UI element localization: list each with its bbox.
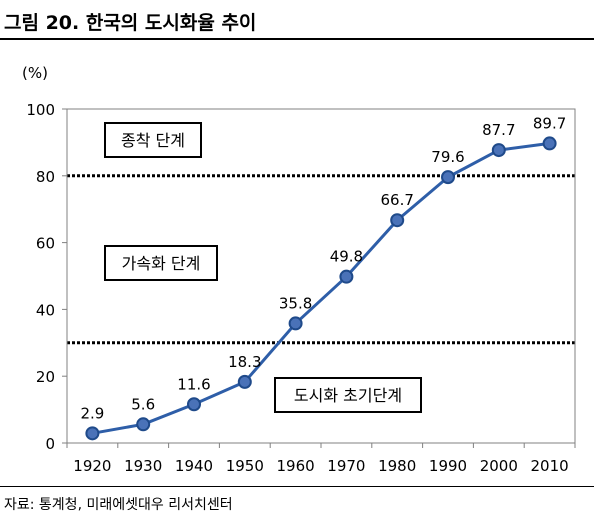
title-divider (0, 38, 594, 40)
data-point (288, 316, 303, 331)
x-tick-label: 1970 (327, 457, 365, 475)
y-tick-label: 40 (36, 301, 55, 319)
y-tick-label: 0 (45, 435, 55, 453)
x-tick-label: 1950 (226, 457, 264, 475)
data-label: 66.7 (380, 191, 413, 209)
urbanization-line-chart: (%) 0 20 40 60 80 100 1920 1930 1940 1950 1960 197… (22, 64, 576, 475)
x-tick-label: 1940 (175, 457, 213, 475)
data-label: 49.8 (330, 248, 363, 266)
x-tick-label: 2000 (480, 457, 518, 475)
data-label: 5.6 (131, 395, 155, 413)
data-point (491, 143, 506, 158)
data-point (237, 374, 252, 389)
x-tick-label: 1980 (378, 457, 416, 475)
series-line (92, 141, 550, 435)
data-label: 35.8 (279, 294, 312, 312)
data-label: 2.9 (80, 404, 104, 422)
data-point (339, 269, 354, 284)
data-label: 18.3 (228, 353, 261, 371)
data-point (542, 136, 557, 151)
data-point (187, 397, 201, 412)
y-tick-label: 20 (36, 368, 55, 386)
stage-annotation-box: 도시화 초기단계 (274, 377, 422, 413)
title-bar: 그림 20. 한국의 도시화율 추이 (0, 0, 594, 40)
annotation-label: 종착 단계 (121, 131, 185, 150)
x-tick-label: 1990 (429, 457, 467, 475)
stage-annotation-box: 종착 단계 (104, 122, 202, 158)
plot-frame (66, 108, 576, 444)
x-tick-label: 1930 (124, 457, 162, 475)
chart-title: 그림 20. 한국의 도시화율 추이 (4, 12, 257, 34)
annotation-frame (104, 245, 218, 281)
x-tick-label: 1960 (277, 457, 315, 475)
data-label: 79.6 (431, 148, 464, 166)
data-point (136, 417, 151, 432)
annotation-frame (274, 377, 422, 413)
annotation-label: 도시화 초기단계 (294, 386, 402, 405)
data-point (85, 426, 100, 441)
annotation-frame (104, 122, 202, 158)
y-tick-label: 100 (26, 101, 55, 119)
source-note: 자료: 통계청, 미래에셋대우 리서치센터 (4, 497, 233, 513)
data-point (441, 170, 455, 185)
y-tick-label: 80 (36, 168, 55, 186)
x-tick-label: 1920 (73, 457, 111, 475)
stage-annotation-box: 가속화 단계 (104, 245, 218, 281)
data-label: 11.6 (177, 375, 210, 393)
source-divider (0, 486, 594, 487)
y-tick-label: 60 (36, 235, 55, 253)
data-label: 89.7 (533, 114, 566, 132)
x-tick-label: 2010 (531, 457, 569, 475)
annotation-label: 가속화 단계 (122, 254, 201, 273)
data-label: 87.7 (482, 121, 515, 139)
y-unit-label: (%) (22, 64, 48, 82)
data-point (390, 213, 405, 228)
